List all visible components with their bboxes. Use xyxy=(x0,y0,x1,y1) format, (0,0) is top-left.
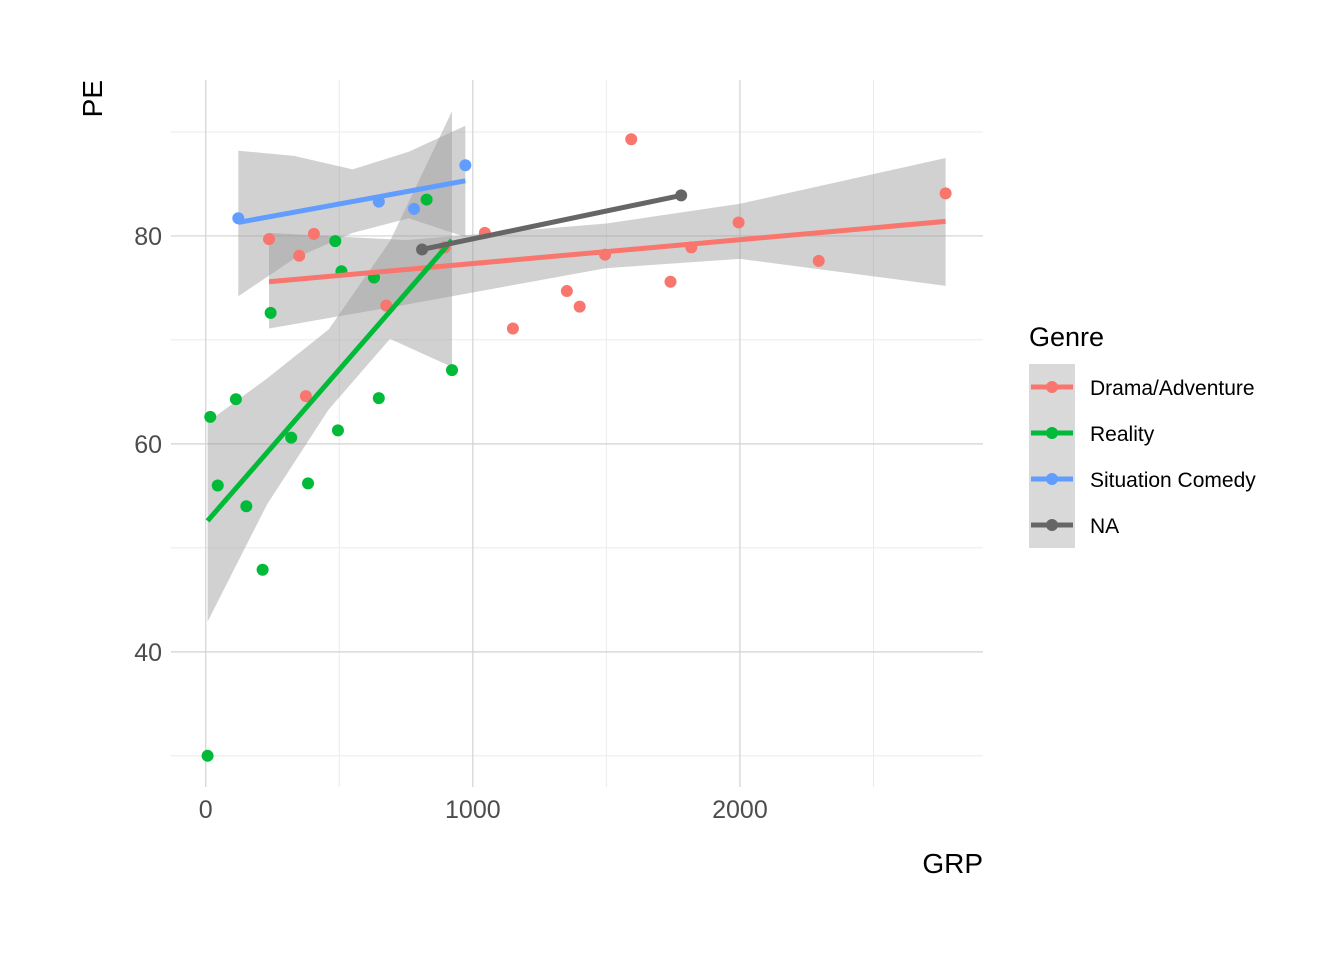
data-point-reality xyxy=(211,479,224,492)
grid-major xyxy=(171,80,983,787)
x-tick-label: 2000 xyxy=(712,796,768,824)
data-point-reality xyxy=(204,410,217,423)
grid-minor xyxy=(171,80,983,787)
data-point-reality xyxy=(329,235,342,248)
data-point-reality xyxy=(420,193,433,206)
y-tick-label: 60 xyxy=(134,431,162,459)
y-axis-title: PE xyxy=(77,80,108,117)
trend-line-na xyxy=(421,192,682,252)
data-point-drama-adventure xyxy=(732,216,745,229)
x-tick-label: 0 xyxy=(199,796,213,824)
data-point-drama-adventure xyxy=(560,285,573,298)
data-point-reality xyxy=(256,563,269,576)
data-point-drama-adventure xyxy=(299,390,312,403)
legend-label-na: NA xyxy=(1090,515,1119,538)
x-tick-label: 1000 xyxy=(445,796,501,824)
data-point-situation-comedy xyxy=(459,159,472,172)
data-point-drama-adventure xyxy=(307,227,320,240)
data-point-drama-adventure xyxy=(506,322,519,335)
legend-title: Genre xyxy=(1029,322,1104,352)
legend-key-point-na xyxy=(1046,519,1058,531)
trend-lines xyxy=(205,178,946,523)
data-point-drama-adventure xyxy=(625,133,638,146)
x-axis-ticks: 0 1000 2000 xyxy=(199,796,768,824)
data-point-reality xyxy=(445,364,458,377)
y-tick-label: 40 xyxy=(134,639,162,667)
data-point-reality xyxy=(331,424,344,437)
data-point-reality xyxy=(229,393,242,406)
data-point-reality xyxy=(285,431,298,444)
legend-key-background xyxy=(1029,364,1075,548)
trend-line-reality xyxy=(205,238,454,523)
legend-key-point-drama-adventure xyxy=(1046,381,1058,393)
data-point-reality xyxy=(302,477,315,490)
data-point-drama-adventure xyxy=(573,300,586,313)
legend-key-point-situation-comedy xyxy=(1046,473,1058,485)
y-tick-label: 80 xyxy=(134,223,162,251)
y-axis-ticks: 40 60 80 xyxy=(134,223,162,667)
confidence-band-drama-adventure xyxy=(269,157,946,329)
data-point-reality xyxy=(201,749,214,762)
data-point-reality xyxy=(372,392,385,405)
x-axis-title: GRP xyxy=(922,848,983,879)
legend-key-point-reality xyxy=(1046,427,1058,439)
legend-label-reality: Reality xyxy=(1090,423,1155,446)
data-point-drama-adventure xyxy=(293,249,306,262)
legend: Genre Drama/Adventure Reality Situation Co… xyxy=(1029,322,1256,548)
data-point-drama-adventure xyxy=(263,233,276,246)
data-point-drama-adventure xyxy=(812,254,825,267)
data-point-reality xyxy=(240,500,253,513)
data-point-reality xyxy=(264,306,277,319)
legend-label-drama-adventure: Drama/Adventure xyxy=(1090,377,1255,400)
trend-line-situation-comedy xyxy=(237,178,466,225)
legend-label-situation-comedy: Situation Comedy xyxy=(1090,469,1256,492)
data-point-drama-adventure xyxy=(664,275,677,288)
confidence-bands xyxy=(207,111,946,622)
data-point-situation-comedy xyxy=(408,202,421,215)
data-point-drama-adventure xyxy=(939,187,952,200)
confidence-band-reality xyxy=(207,111,452,622)
trend-line-drama-adventure xyxy=(268,218,946,285)
